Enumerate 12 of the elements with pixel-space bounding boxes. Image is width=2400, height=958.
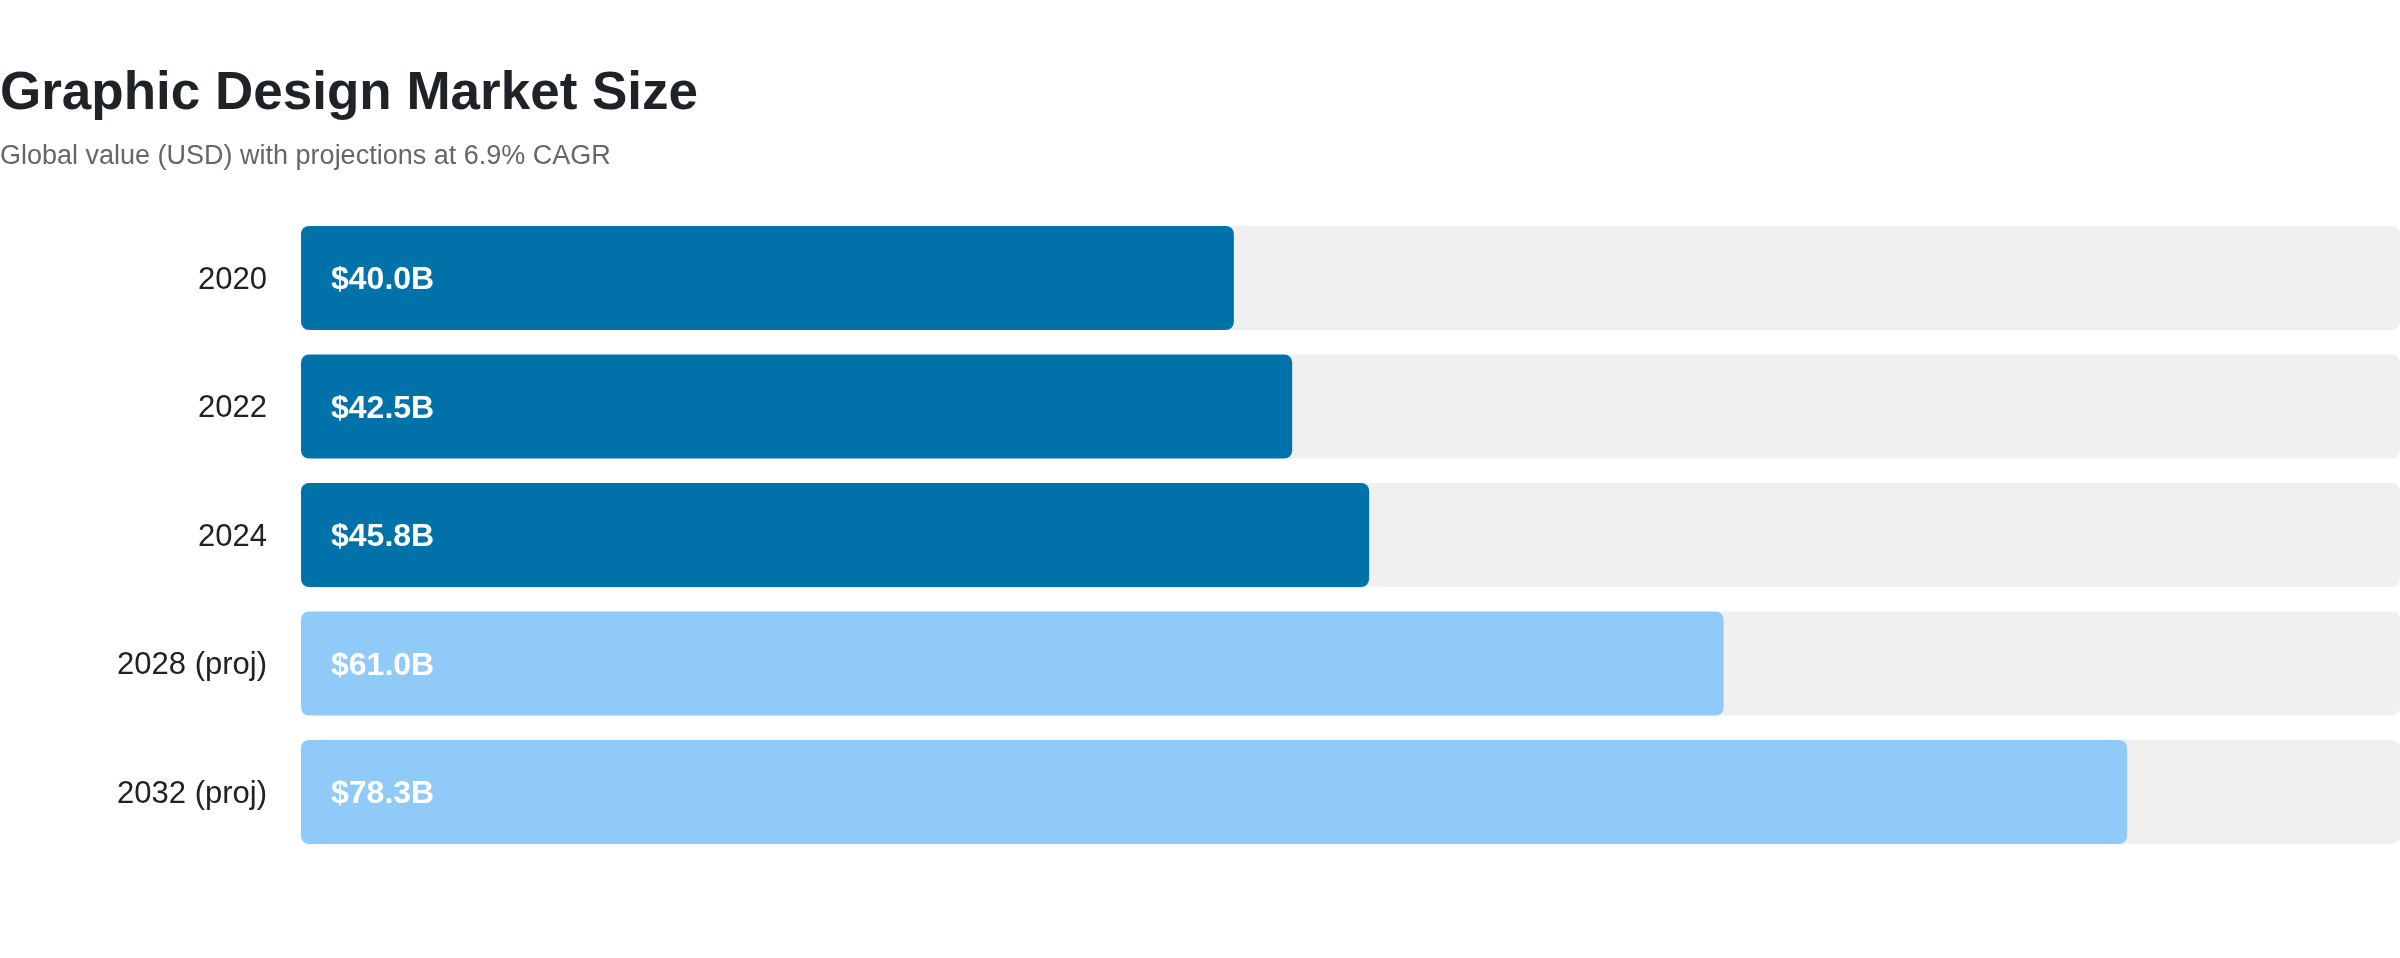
data-label: $45.8B xyxy=(331,517,435,554)
y-tick-label: 2022 xyxy=(198,389,267,425)
data-label: $42.5B xyxy=(331,388,435,425)
y-tick-label: 2020 xyxy=(198,260,267,296)
chart-title: Graphic Design Market Size xyxy=(0,61,699,120)
chart-subtitle: Global value (USD) with projections at 6.9% CAGR xyxy=(0,140,611,170)
y-tick-label: 2028 (proj) xyxy=(117,646,267,682)
y-tick-label: 2024 xyxy=(198,517,267,553)
data-label: $61.0B xyxy=(331,645,435,682)
data-label: $40.0B xyxy=(331,260,435,297)
y-tick-label: 2032 (proj) xyxy=(117,774,267,810)
data-label: $78.3B xyxy=(331,774,435,811)
